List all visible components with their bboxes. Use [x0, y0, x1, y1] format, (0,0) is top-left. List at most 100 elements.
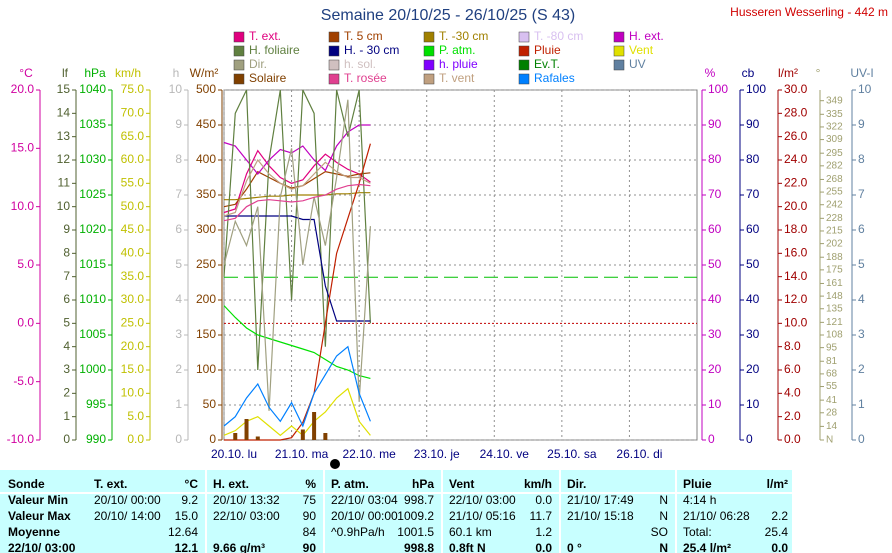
legend-swatch	[423, 45, 435, 57]
y-tick-label: 0	[746, 432, 753, 446]
y-tick-label: 60	[708, 222, 722, 236]
y-tick-label: 10.0	[11, 199, 35, 213]
y-tick-label: 70	[708, 187, 722, 201]
y-tick-label: 1	[175, 397, 182, 411]
y-tick-label: 108	[826, 330, 843, 341]
y-tick-label: 500	[196, 82, 216, 96]
y-tick-label: 50	[746, 257, 760, 271]
x-tick-label: 26.10. di	[616, 447, 662, 461]
table-cell: SO	[651, 525, 668, 539]
y-tick-label: 250	[196, 257, 216, 271]
table-cell: ^0.9hPa/h	[331, 525, 385, 539]
series-line	[223, 89, 372, 371]
table-cell: P. atm.	[331, 477, 369, 491]
y-tick-label: 335	[826, 109, 843, 120]
y-tick-label: 5.0	[127, 409, 144, 423]
y-tick-label: 28	[826, 407, 838, 418]
y-tick-label: 30.0	[784, 82, 808, 96]
y-tick-label: 20.0	[11, 82, 35, 96]
y-tick-label: 75.0	[121, 82, 145, 96]
table-cell: 0 °	[567, 541, 582, 553]
series-line	[223, 99, 372, 411]
table-cell: 9.2	[181, 493, 198, 507]
table-cell: 0.0	[535, 493, 552, 507]
y-tick-label: 268	[826, 174, 843, 185]
y-tick-label: 100	[708, 82, 728, 96]
legend-label: T. -30 cm	[439, 29, 488, 43]
axis-title: l/m²	[778, 66, 798, 80]
y-tick-label: 6	[63, 292, 70, 306]
series-line	[223, 305, 371, 379]
y-tick-label: 7	[858, 187, 865, 201]
table-cell: Sonde	[8, 477, 45, 491]
y-tick-label: 13	[57, 129, 71, 143]
bar	[244, 419, 249, 440]
y-tick-label: 4.0	[784, 386, 801, 400]
y-tick-label: 4	[175, 292, 182, 306]
legend-label: H. foliaire	[249, 43, 300, 57]
y-tick-label: 255	[826, 187, 843, 198]
y-tick-label: 995	[86, 397, 106, 411]
table-cell: 90	[303, 509, 317, 523]
y-tick-label: 0.0	[784, 432, 801, 446]
legend-swatch	[613, 45, 625, 57]
y-tick-label: 8	[63, 246, 70, 260]
y-tick-label: 8	[175, 152, 182, 166]
y-tick-label: 0	[858, 432, 865, 446]
table-cell: 4:14 h	[683, 493, 716, 507]
y-tick-label: 15	[57, 82, 71, 96]
y-tick-label: 0	[63, 432, 70, 446]
legend-label: Ev.T.	[534, 57, 560, 71]
series-line	[223, 124, 371, 175]
table-cell: H. ext.	[213, 477, 249, 491]
y-tick-label: 5	[858, 257, 865, 271]
x-tick-label: 22.10. me	[342, 447, 396, 461]
table-cell: 20/10/ 00:00	[331, 509, 398, 523]
legend-swatch	[613, 59, 625, 71]
y-tick-label: 0.0	[17, 316, 34, 330]
legend-label: Solaire	[249, 71, 287, 85]
y-tick-label: 7	[63, 269, 70, 283]
y-tick-label: 350	[196, 187, 216, 201]
table-cell: 0.0	[771, 541, 788, 553]
series-line	[223, 183, 371, 222]
y-tick-label: 70	[746, 187, 760, 201]
axis-title: %	[705, 66, 716, 80]
legend-swatch	[518, 59, 530, 71]
table-cell: Valeur Max	[8, 509, 71, 523]
legend-label: H. - 30 cm	[344, 43, 399, 57]
legend-label: Dir.	[249, 57, 267, 71]
y-tick-label: 3	[175, 327, 182, 341]
bar	[300, 429, 305, 440]
table-cell: 21/10/ 15:18	[567, 509, 634, 523]
legend-swatch	[518, 45, 530, 57]
y-tick-label: 10	[708, 397, 722, 411]
table-cell: Valeur Min	[8, 493, 68, 507]
bar	[233, 433, 238, 440]
x-tick-label: 23.10. je	[414, 447, 460, 461]
y-tick-label: 50	[708, 257, 722, 271]
table-cell: 12.1	[175, 541, 199, 553]
table-cell: Vent	[449, 477, 474, 491]
y-tick-label: 5	[175, 257, 182, 271]
table-cell: T. ext.	[94, 477, 127, 491]
y-tick-label: -10.0	[7, 432, 35, 446]
y-tick-label: 135	[826, 303, 843, 314]
table-cell: 1.2	[535, 525, 552, 539]
y-tick-label: 26.0	[784, 129, 808, 143]
legend-swatch	[328, 31, 340, 43]
table-cell: Pluie	[683, 477, 712, 491]
y-tick-label: 22.0	[784, 176, 808, 190]
table-cell: 60.1 km	[449, 525, 492, 539]
y-tick-label: 300	[196, 222, 216, 236]
table-cell: 998.8	[404, 541, 434, 553]
series-line	[223, 345, 371, 428]
y-tick-label: 1040	[79, 82, 106, 96]
table-cell: Total:	[683, 525, 712, 539]
axis-title: °	[816, 66, 821, 80]
table-cell: 11.7	[530, 509, 553, 523]
y-tick-label: 15.0	[11, 141, 35, 155]
table-cell: hPa	[412, 477, 434, 491]
